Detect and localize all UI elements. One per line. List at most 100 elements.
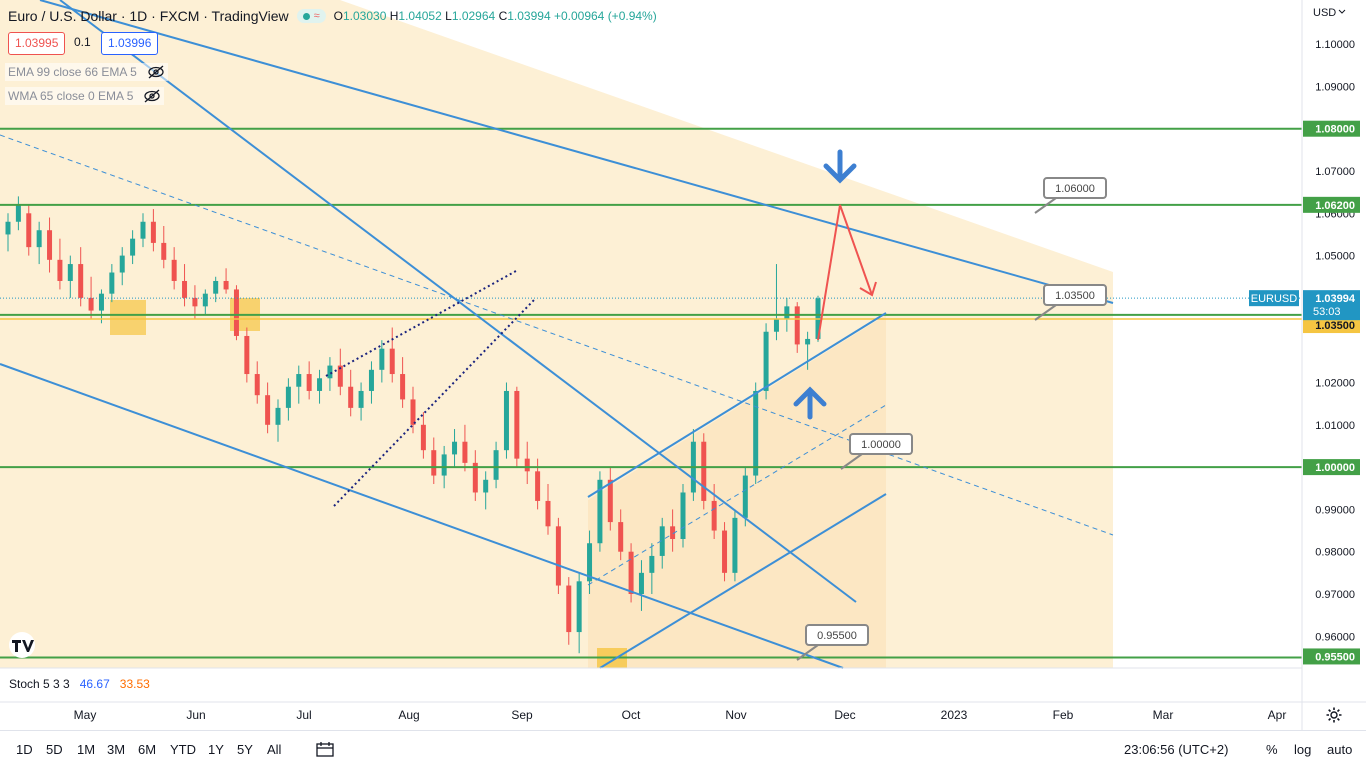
buy-price-button[interactable]: 1.03996 — [101, 32, 159, 55]
candle-body — [26, 213, 32, 248]
callout-box[interactable] — [849, 433, 913, 455]
range-all[interactable]: All — [267, 742, 282, 757]
settings-gear-icon[interactable] — [1325, 706, 1343, 724]
candles-layer — [5, 196, 821, 654]
candle-body — [410, 399, 416, 425]
x-tick-label: Feb — [1053, 708, 1074, 722]
chevron-down-icon[interactable] — [1338, 9, 1346, 14]
candle-body — [784, 306, 790, 320]
market-open-icon — [302, 12, 310, 20]
symbol-title[interactable]: Euro / U.S. Dollar · 1D · FXCM · Trading… — [8, 8, 289, 24]
callout-pointer — [1034, 197, 1057, 214]
candle-body — [711, 500, 717, 531]
bottom-toolbar: 1D 5D 1M 3M 6M YTD 1Y 5Y All 23:06:56 (U… — [0, 730, 1366, 768]
callout-pointer — [1034, 304, 1057, 321]
forecast-path[interactable] — [817, 204, 873, 341]
log-toggle[interactable]: log — [1294, 742, 1312, 757]
callout-label: 0.95500 — [817, 630, 857, 642]
candle-body — [763, 331, 769, 391]
y-tick-label: 0.99000 — [1315, 504, 1355, 516]
date-range-icon[interactable] — [316, 741, 334, 757]
current-price-badge — [1303, 290, 1360, 321]
eye-hidden-icon[interactable] — [143, 89, 161, 103]
auto-toggle[interactable]: auto — [1327, 742, 1353, 757]
range-5d[interactable]: 5D — [46, 742, 63, 757]
ascending-channel-top[interactable] — [587, 312, 887, 498]
tradingview-logo-icon[interactable] — [6, 632, 38, 658]
y-tick-label: 1.02000 — [1315, 378, 1355, 390]
range-1d[interactable]: 1D — [16, 742, 33, 757]
range-1y[interactable]: 1Y — [208, 742, 224, 757]
x-tick-label: 2023 — [941, 708, 968, 722]
y-tick-label: 1.01000 — [1315, 420, 1355, 432]
x-tick-label: May — [74, 708, 97, 722]
callout-box[interactable] — [805, 624, 869, 646]
candle-body — [379, 348, 385, 370]
stochastic-indicator[interactable]: Stoch 5 3 3 46.67 33.53 — [9, 677, 150, 691]
price-badge — [1303, 120, 1360, 137]
ascending-channel-bottom[interactable] — [599, 493, 887, 669]
forecast-arrow-head — [859, 281, 877, 297]
steep-trendline[interactable] — [59, 0, 857, 603]
axis-layer: USD 1.10000 1.09000 1.07000 1.06000 1.05000 1.… — [0, 0, 1366, 730]
candle-body — [88, 297, 94, 311]
descending-channel-top[interactable] — [39, 0, 1114, 304]
callout-box[interactable] — [1043, 284, 1107, 306]
candle-body — [192, 297, 198, 307]
price-badge-label: 1.03500 — [1315, 320, 1355, 332]
candle-body — [265, 395, 271, 425]
candle-body — [368, 369, 374, 391]
candle-body — [78, 264, 84, 298]
market-status-badge[interactable]: ≈ — [296, 9, 326, 23]
flag-line-top[interactable] — [325, 270, 517, 377]
candle-body — [462, 441, 468, 463]
candle-body — [587, 543, 593, 582]
axis-currency[interactable]: USD — [1313, 7, 1336, 19]
percent-toggle[interactable]: % — [1266, 742, 1278, 757]
ohlc-readout: O1.03030 H1.04052 L1.02964 C1.03994 +0.0… — [333, 9, 657, 23]
x-tick-label: Jul — [296, 708, 311, 722]
candle-body — [47, 230, 53, 260]
candle-body — [327, 365, 333, 379]
callout-box[interactable] — [1043, 177, 1107, 199]
candle-body — [400, 374, 406, 400]
callout-pointer — [796, 644, 819, 661]
ascending-channel-mid[interactable] — [587, 404, 887, 586]
y-tick-label: 0.98000 — [1315, 547, 1355, 559]
indicator-ema-99[interactable]: EMA 99 close 66 EMA 5 — [5, 63, 168, 81]
candle-body — [182, 280, 188, 298]
indicator-ema-65[interactable]: WMA 65 close 0 EMA 5 — [5, 87, 165, 105]
x-tick-label: Sep — [511, 708, 533, 722]
candle-body — [472, 462, 478, 493]
x-tick-label: Nov — [725, 708, 746, 722]
price-badge — [1303, 196, 1360, 213]
range-ytd[interactable]: YTD — [170, 742, 196, 757]
price-badge-label: 0.95500 — [1315, 651, 1355, 663]
arrow-down-icon — [823, 149, 857, 184]
candle-body — [701, 441, 707, 501]
candle-body — [773, 319, 779, 332]
callout-label: 1.03500 — [1055, 290, 1095, 302]
range-3m[interactable]: 3M — [107, 742, 126, 757]
arrow-up-icon — [793, 386, 827, 420]
candle-body — [5, 221, 11, 235]
candle-body — [722, 530, 728, 573]
candle-body — [213, 280, 219, 294]
descending-channel-mid[interactable] — [0, 134, 1114, 536]
price-badge-label: 1.00000 — [1315, 462, 1355, 474]
candle-body — [161, 242, 167, 260]
stoch-k-value: 46.67 — [79, 677, 110, 691]
candle-body — [742, 475, 748, 518]
y-tick-label: 1.10000 — [1315, 39, 1355, 51]
eye-hidden-icon[interactable] — [147, 65, 165, 79]
candle-body — [254, 374, 260, 396]
range-1m[interactable]: 1M — [77, 742, 96, 757]
range-5y[interactable]: 5Y — [237, 742, 253, 757]
range-6m[interactable]: 6M — [138, 742, 157, 757]
descending-channel-bottom[interactable] — [0, 363, 844, 669]
sell-price-button[interactable]: 1.03995 — [8, 32, 66, 55]
clock-readout[interactable]: 23:06:56 (UTC+2) — [1124, 742, 1229, 757]
candle-body — [150, 221, 156, 243]
